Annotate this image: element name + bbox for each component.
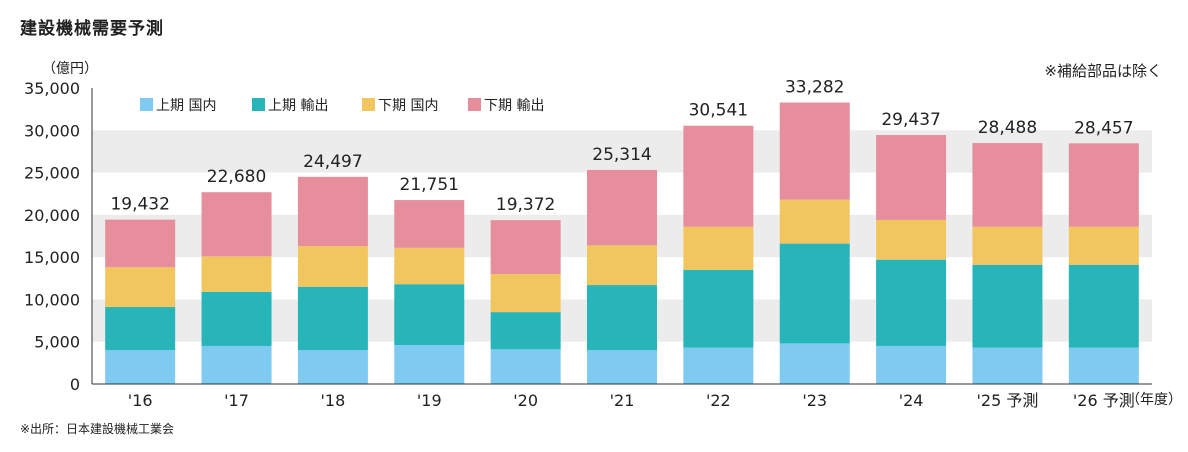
bar-segment: [779, 199, 850, 244]
legend-swatch: [252, 98, 265, 111]
bar-segment: [972, 143, 1043, 227]
y-tick-label: 25,000: [24, 164, 80, 183]
x-tick-label: '16: [128, 391, 153, 410]
legend-label: 下期 輸出: [484, 98, 544, 114]
legend-swatch: [140, 98, 153, 111]
bar-segment: [1068, 347, 1139, 384]
chart-title: 建設機械需要予測: [20, 19, 164, 39]
bar-segment: [876, 219, 947, 260]
bar-segment: [105, 350, 176, 384]
y-tick-label: 30,000: [24, 121, 80, 140]
x-axis-unit-label: （年度）: [1126, 392, 1182, 408]
bar-segment: [587, 169, 657, 246]
bar-total-label: 19,432: [110, 195, 169, 215]
legend-swatch: [468, 98, 481, 111]
bar-total-label: 33,282: [785, 78, 844, 98]
bar-total-label: 29,437: [881, 110, 940, 130]
bar-segment: [683, 347, 754, 384]
source-note: ※出所：日本建設機械工業会: [20, 422, 175, 436]
bar-segment: [105, 267, 176, 308]
legend-label: 上期 国内: [156, 98, 216, 114]
bar-segment: [490, 349, 561, 384]
bar-segment: [683, 269, 754, 348]
x-tick-label: '20: [513, 391, 538, 410]
bar-segment: [876, 135, 947, 220]
bar-segment: [105, 219, 176, 268]
bar-segment: [394, 345, 465, 384]
bar-segment: [394, 247, 465, 285]
bar-segment: [972, 347, 1043, 384]
y-tick-label: 15,000: [24, 248, 80, 267]
bar-total-label: 19,372: [496, 195, 555, 215]
bar-segment: [972, 226, 1043, 265]
bar-total-label: 28,457: [1074, 118, 1133, 138]
x-tick-label: '21: [610, 391, 635, 410]
y-tick-label: 20,000: [24, 206, 80, 225]
parts-exclusion-note: ※補給部品は除く: [1044, 62, 1162, 80]
bar-segment: [972, 264, 1043, 348]
bar-segment: [490, 220, 561, 275]
bar-segment: [201, 291, 272, 346]
bar-segment: [201, 345, 272, 384]
bar-segment: [297, 286, 368, 351]
y-tick-label: 35,000: [24, 79, 80, 98]
bar-segment: [394, 284, 465, 346]
bar-segment: [587, 350, 657, 384]
bar-segment: [394, 200, 465, 248]
bar-total-label: 28,488: [978, 118, 1037, 138]
bar-segment: [683, 125, 754, 227]
bar-total-label: 24,497: [303, 152, 362, 172]
y-tick-label: 0: [70, 375, 80, 394]
bar-segment: [297, 176, 368, 247]
bar-segment: [587, 245, 657, 286]
bar-segment: [201, 256, 272, 292]
x-tick-label: '18: [321, 391, 346, 410]
y-tick-label: 5,000: [34, 333, 80, 352]
bar-segment: [490, 312, 561, 350]
bar-segment: [1068, 143, 1139, 227]
x-tick-label: '26 予測: [1073, 391, 1135, 410]
y-axis-unit-label: （億円）: [42, 61, 98, 77]
bar-segment: [779, 102, 850, 200]
legend-label: 上期 輸出: [268, 98, 328, 114]
legend-swatch: [362, 98, 375, 111]
bar-total-label: 25,314: [592, 145, 651, 165]
bar-segment: [1068, 226, 1139, 265]
x-tick-label: '25 予測: [977, 391, 1039, 410]
bar-segment: [587, 285, 657, 351]
bar-segment: [876, 345, 947, 384]
x-tick-label: '19: [417, 391, 442, 410]
bar-segment: [297, 350, 368, 384]
bar-segment: [779, 343, 850, 384]
legend-label: 下期 国内: [378, 98, 438, 114]
bar-segment: [105, 307, 176, 351]
x-tick-label: '17: [224, 391, 249, 410]
bar-segment: [1068, 264, 1139, 348]
x-tick-label: '22: [706, 391, 731, 410]
bar-total-label: 30,541: [689, 101, 748, 121]
bar-segment: [201, 192, 272, 257]
y-tick-label: 10,000: [24, 290, 80, 309]
bar-segment: [683, 226, 754, 270]
bar-segment: [876, 259, 947, 346]
x-tick-label: '24: [899, 391, 924, 410]
bar-total-label: 22,680: [207, 167, 266, 187]
bar-segment: [297, 246, 368, 287]
bar-segment: [490, 274, 561, 313]
bar-total-label: 21,751: [400, 175, 459, 195]
x-tick-label: '23: [802, 391, 827, 410]
bar-segment: [779, 243, 850, 344]
